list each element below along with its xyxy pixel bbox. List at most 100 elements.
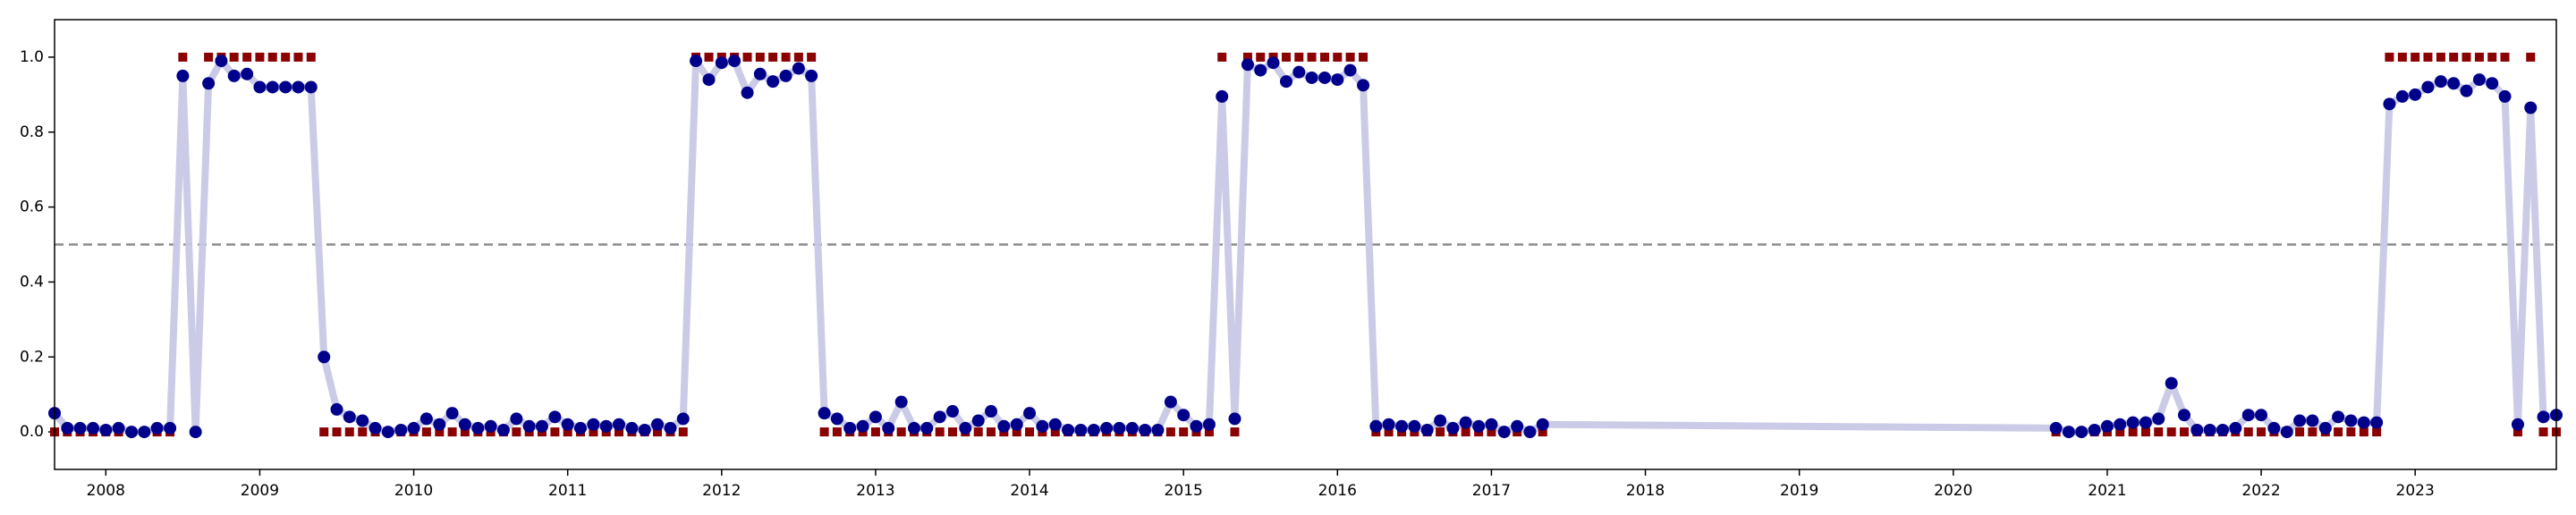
label-marker — [178, 52, 188, 62]
label-marker — [2397, 52, 2407, 62]
point — [112, 421, 125, 435]
label-marker — [1242, 52, 1252, 62]
x-tick-label: 2016 — [1318, 482, 1357, 500]
point — [445, 407, 459, 420]
x-tick-label: 2017 — [1472, 482, 1511, 500]
label-marker — [2346, 427, 2356, 437]
series-line — [51, 57, 2557, 436]
label-marker — [293, 52, 303, 62]
label-marker — [870, 427, 880, 437]
point — [2165, 376, 2178, 390]
label-marker — [2526, 52, 2536, 62]
label-marker — [1179, 427, 1189, 437]
point — [1331, 73, 1344, 87]
x-tick-label: 2018 — [1626, 482, 1665, 500]
point — [1087, 423, 1100, 436]
point — [2152, 412, 2165, 426]
point — [292, 80, 305, 94]
label-marker — [1436, 427, 1445, 437]
point — [933, 410, 946, 424]
point — [1434, 414, 1447, 427]
label-marker — [2423, 52, 2433, 62]
point — [2203, 423, 2216, 436]
point — [1100, 421, 1114, 435]
label-marker — [1384, 427, 1394, 437]
plot-frame — [54, 19, 2557, 470]
point — [702, 73, 716, 87]
label-marker — [267, 52, 277, 62]
point — [767, 75, 780, 89]
point — [2357, 416, 2370, 429]
point — [2255, 409, 2268, 422]
point — [87, 421, 100, 435]
label-marker — [1256, 52, 1266, 62]
y-tick-label: 1.0 — [20, 48, 44, 66]
label-marker — [704, 52, 714, 62]
label-marker — [2140, 427, 2150, 437]
x-tick-label: 2009 — [241, 482, 279, 500]
label-marker — [2462, 52, 2471, 62]
point — [843, 421, 857, 435]
point — [1164, 395, 1177, 409]
label-marker — [1359, 52, 1368, 62]
label-marker — [242, 52, 252, 62]
label-marker — [550, 427, 560, 437]
x-tick-label: 2022 — [2241, 482, 2280, 500]
point — [125, 426, 139, 439]
point — [279, 80, 292, 94]
label-marker — [1461, 427, 1470, 437]
point — [1151, 423, 1165, 436]
y-tick-label: 0.4 — [20, 273, 44, 291]
point — [1459, 416, 1472, 429]
label-marker — [2538, 427, 2548, 437]
label-marker — [614, 427, 624, 437]
point — [1254, 63, 1267, 77]
label-marker — [742, 52, 752, 62]
point — [61, 421, 74, 435]
label-marker — [2436, 52, 2445, 62]
point — [2332, 410, 2345, 424]
point — [753, 67, 767, 80]
point — [1485, 418, 1498, 431]
label-marker — [2128, 427, 2138, 437]
point — [2062, 426, 2075, 439]
label-marker — [1345, 52, 1355, 62]
label-marker — [2154, 427, 2164, 437]
x-tick-label: 2019 — [1780, 482, 1818, 500]
label-marker — [1281, 52, 1291, 62]
point — [2395, 89, 2409, 103]
point — [2280, 426, 2293, 439]
x-tick-label: 2014 — [1010, 482, 1048, 500]
point — [2114, 418, 2127, 431]
point — [625, 421, 639, 435]
point — [2421, 80, 2435, 94]
point — [2447, 77, 2461, 90]
point — [419, 412, 433, 426]
point — [1382, 418, 1395, 431]
point — [1113, 421, 1126, 435]
y-tick-label: 0.0 — [20, 423, 44, 441]
point — [1010, 418, 1023, 431]
point — [176, 69, 190, 82]
point — [1536, 418, 1549, 431]
point — [343, 410, 356, 424]
point — [959, 421, 972, 435]
point — [1357, 79, 1370, 92]
point — [510, 412, 523, 426]
label-marker — [2179, 427, 2189, 437]
label-marker — [1307, 52, 1317, 62]
label-marker — [2334, 427, 2343, 437]
label-marker — [306, 52, 316, 62]
point — [1074, 423, 1088, 436]
label-marker — [255, 52, 265, 62]
point — [2460, 84, 2473, 97]
point — [728, 55, 741, 68]
x-tick-label: 2020 — [1934, 482, 1972, 500]
label-marker — [2166, 427, 2176, 437]
label-marker — [2449, 52, 2459, 62]
point — [458, 418, 471, 431]
point — [882, 421, 895, 435]
point — [496, 423, 510, 436]
x-tick-label: 2015 — [1165, 482, 1203, 500]
label-marker — [435, 427, 445, 437]
